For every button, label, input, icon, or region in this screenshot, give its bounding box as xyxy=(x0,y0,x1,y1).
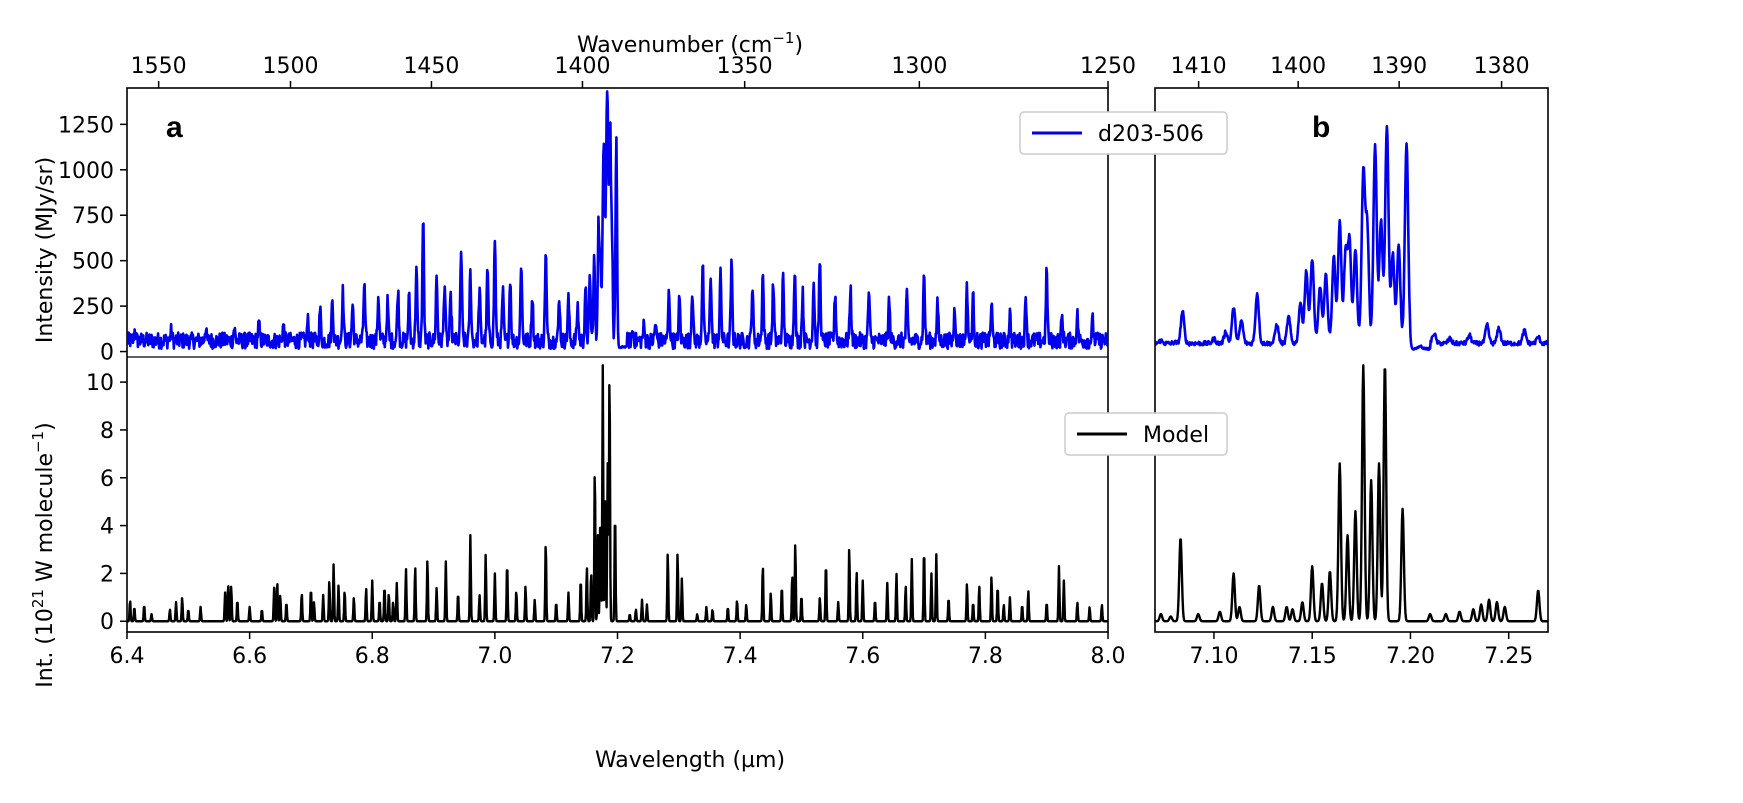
x-tick-label-a-1: 6.6 xyxy=(232,644,267,669)
series-line-d203-506-a xyxy=(127,90,1108,351)
x-tick-label-a-8: 8.0 xyxy=(1091,644,1126,669)
x-tick-label-a-7: 7.8 xyxy=(968,644,1003,669)
y-tick-label-bottom-1: 2 xyxy=(100,562,114,587)
series-line-d203-506-b xyxy=(1155,124,1548,351)
x-tick-label-b-1: 7.15 xyxy=(1288,644,1337,669)
panel-label-a: a xyxy=(166,111,183,144)
x-tick-label-a-6: 7.6 xyxy=(845,644,880,669)
axes-frames xyxy=(126,87,1549,633)
axes-frame-b xyxy=(1154,87,1549,633)
wn-tick-label-a-2: 1450 xyxy=(403,54,459,79)
y-tick-label-top-1: 250 xyxy=(72,295,114,320)
y-tick-label-bottom-0: 0 xyxy=(100,610,114,635)
series-line-model-a xyxy=(127,364,1108,623)
y-tick-label-bottom-4: 8 xyxy=(100,419,114,444)
wn-tick-label-a-4: 1350 xyxy=(717,54,773,79)
y-tick-label-top-2: 500 xyxy=(72,250,114,275)
x-tick-label-b-0: 7.10 xyxy=(1189,644,1238,669)
bottom-y-axis-label: Int. (1021 W molecule−1) xyxy=(29,422,58,687)
y-tick-label-top-0: 0 xyxy=(100,341,114,366)
wn-tick-label-a-5: 1300 xyxy=(891,54,947,79)
x-tick-label-a-2: 6.8 xyxy=(355,644,390,669)
legend-label-model: Model xyxy=(1143,423,1209,448)
panel-label-b: b xyxy=(1312,111,1330,144)
wn-tick-label-a-1: 1500 xyxy=(263,54,319,79)
y-tick-label-bottom-5: 10 xyxy=(86,371,114,396)
legend-top: d203-506 xyxy=(1019,111,1228,155)
wn-tick-label-b-3: 1380 xyxy=(1474,54,1530,79)
y-tick-label-top-5: 1250 xyxy=(58,113,114,138)
legend-bottom: Model xyxy=(1064,412,1228,456)
wn-tick-label-a-0: 1550 xyxy=(131,54,187,79)
ticks-layer: 6.4 6.6 6.8 7.0 7.2 7.4 7.6 7.8 8.0 1550 1500 1450 1… xyxy=(58,54,1533,669)
x-tick-label-a-0: 6.4 xyxy=(110,644,145,669)
wn-tick-label-a-6: 1250 xyxy=(1080,54,1136,79)
y-tick-label-top-3: 750 xyxy=(72,204,114,229)
x-tick-label-a-3: 7.0 xyxy=(477,644,512,669)
wn-tick-label-b-2: 1390 xyxy=(1371,54,1427,79)
wn-tick-label-b-1: 1400 xyxy=(1270,54,1326,79)
wn-tick-label-b-0: 1410 xyxy=(1171,54,1227,79)
series-layer xyxy=(127,90,1548,623)
wn-tick-label-a-3: 1400 xyxy=(554,54,610,79)
x-tick-label-b-3: 7.25 xyxy=(1484,644,1533,669)
secondary-x-axis-label: Wavenumber (cm−1) xyxy=(577,29,803,58)
y-tick-label-bottom-2: 4 xyxy=(100,515,114,540)
legend-label-d203-506: d203-506 xyxy=(1098,122,1204,147)
y-tick-label-top-4: 1000 xyxy=(58,159,114,184)
x-tick-label-a-4: 7.2 xyxy=(600,644,635,669)
y-tick-label-bottom-3: 6 xyxy=(100,467,114,492)
x-axis-label: Wavelength (µm) xyxy=(595,748,785,773)
series-line-model-b xyxy=(1155,364,1548,623)
top-y-axis-label: Intensity (MJy/sr) xyxy=(33,157,58,343)
x-tick-label-b-2: 7.20 xyxy=(1386,644,1435,669)
x-tick-label-a-5: 7.4 xyxy=(723,644,758,669)
